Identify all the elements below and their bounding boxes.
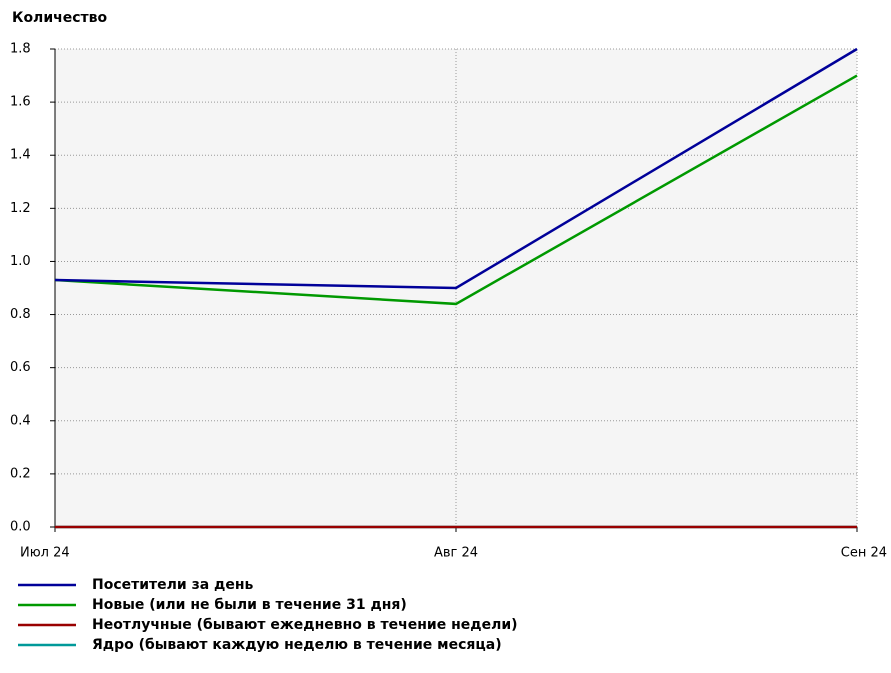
y-tick-label: 0.8 [10, 307, 31, 322]
y-tick-label: 1.4 [10, 148, 31, 163]
y-tick-label: 0.2 [10, 466, 31, 481]
x-tick-label: Июл 24 [20, 546, 70, 561]
y-tick-label: 0.4 [10, 413, 31, 428]
y-tick-label: 1.6 [10, 95, 31, 110]
legend-text: Ядро (бывают каждую неделю в течение мес… [92, 637, 502, 653]
legend-text: Неотлучные (бывают ежедневно в течение н… [92, 617, 518, 633]
legend-text: Посетители за день [92, 577, 254, 593]
y-tick-label: 0.0 [10, 520, 31, 535]
y-axis-label: Количество [12, 10, 108, 26]
x-tick-label: Сен 24 [841, 546, 887, 561]
y-tick-label: 0.6 [10, 360, 31, 375]
y-tick-label: 1.0 [10, 254, 31, 269]
y-tick-label: 1.2 [10, 201, 31, 216]
series-line [54, 47, 858, 290]
y-tick-label: 1.8 [10, 42, 31, 57]
series-line [54, 74, 858, 306]
x-tick-label: Авг 24 [434, 546, 478, 561]
legend-text: Новые (или не были в течение 31 дня) [92, 597, 407, 613]
